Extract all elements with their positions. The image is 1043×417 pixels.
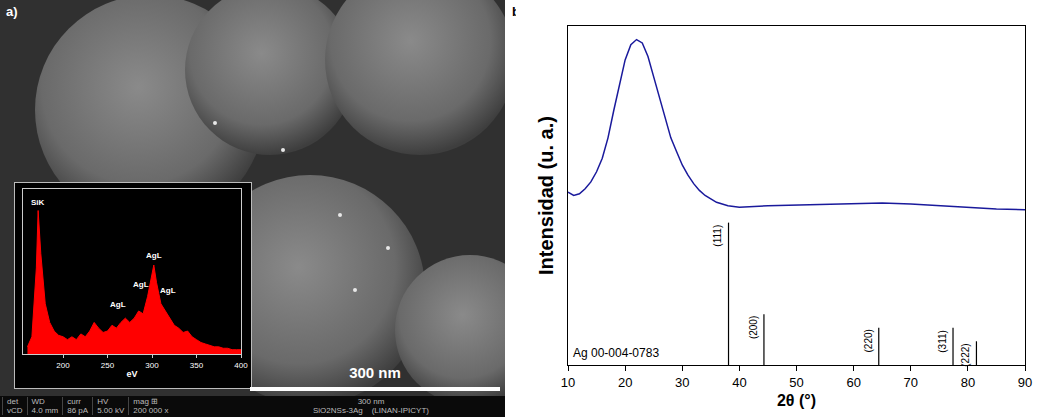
svg-text:(220): (220)	[863, 329, 874, 352]
html-text:HV: HV	[97, 397, 109, 406]
html-text:b): b)	[512, 4, 525, 19]
svg-text:40: 40	[732, 375, 746, 390]
svg-text:20: 20	[618, 375, 632, 390]
html-text:300 nm: 300 nm	[349, 364, 401, 381]
svg-text:80: 80	[961, 375, 975, 390]
svg-text:50: 50	[789, 375, 803, 390]
svg-text:Ag 00-004-0783: Ag 00-004-0783	[573, 346, 659, 360]
svg-text:AgL: AgL	[160, 286, 176, 295]
html-text:300 nm: 300 nm	[357, 397, 385, 406]
svg-text:30: 30	[675, 375, 689, 390]
svg-text:eV: eV	[126, 369, 137, 379]
html-text:a): a)	[6, 4, 18, 19]
svg-text:SiK: SiK	[31, 198, 45, 207]
svg-text:2θ (°): 2θ (°)	[777, 392, 816, 409]
html-text:86 pA: 86 pA	[67, 406, 89, 415]
html-text:det: det	[7, 397, 19, 406]
svg-text:AgL: AgL	[110, 300, 126, 309]
svg-text:90: 90	[1018, 375, 1032, 390]
svg-text:AgL: AgL	[133, 280, 149, 289]
svg-text:(111): (111)	[712, 225, 723, 247]
html-text:200 000 x: 200 000 x	[133, 406, 169, 415]
svg-text:60: 60	[846, 375, 860, 390]
svg-text:70: 70	[904, 375, 918, 390]
html-text:5.00 kV: 5.00 kV	[97, 406, 125, 415]
svg-text:(311): (311)	[937, 330, 948, 353]
svg-text:250: 250	[101, 361, 115, 370]
html-text:mag ⊞: mag ⊞	[133, 397, 159, 406]
html-text:SiO2NSs-3Ag (LINAN-IPICYT): SiO2NSs-3Ag (LINAN-IPICYT)	[313, 406, 429, 415]
html-text:4.0 mm: 4.0 mm	[31, 406, 59, 415]
html-text:curr: curr	[67, 397, 81, 406]
svg-text:AgL: AgL	[146, 251, 162, 260]
svg-text:10: 10	[561, 375, 575, 390]
html-text:vCD: vCD	[7, 406, 23, 415]
svg-text:(200): (200)	[748, 316, 759, 339]
svg-text:300: 300	[145, 361, 159, 370]
html-text:WD: WD	[31, 397, 45, 406]
svg-text:350: 350	[190, 361, 204, 370]
svg-text:200: 200	[56, 361, 70, 370]
svg-text:(222): (222)	[960, 343, 971, 366]
svg-text:Intensidad (u. a.): Intensidad (u. a.)	[535, 116, 557, 275]
svg-text:400: 400	[234, 361, 248, 370]
